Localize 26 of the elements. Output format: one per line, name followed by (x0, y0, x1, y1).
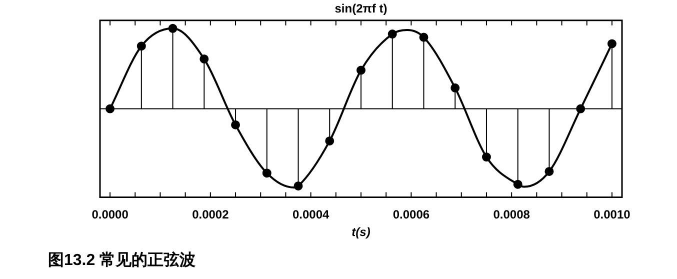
point (262, 168, 272, 178)
x-axis-title: t(s) (352, 225, 370, 240)
x-tick-label: 0.0006 (392, 208, 430, 222)
x-tick-label: 0.0002 (192, 208, 230, 222)
point (482, 152, 491, 162)
point (450, 83, 460, 92)
caption: 图13.2 常见的正弦波 (48, 250, 197, 271)
point (231, 120, 240, 130)
point (294, 181, 303, 190)
point (200, 54, 209, 64)
point (419, 32, 428, 42)
x-tick-label: 0.0010 (594, 208, 631, 222)
point (106, 104, 115, 114)
point (356, 66, 366, 75)
point (576, 104, 586, 114)
point (607, 39, 616, 48)
point (544, 166, 554, 176)
point (388, 30, 397, 39)
x-tick-label: 0.0004 (292, 208, 330, 222)
x-tick-label: 0.0008 (493, 208, 530, 222)
point (168, 24, 178, 33)
chart-title: sin(2πf t) (334, 2, 388, 16)
point (513, 180, 522, 189)
x-tick-label: 0.0000 (92, 208, 129, 222)
point (136, 42, 146, 51)
point (325, 136, 334, 146)
